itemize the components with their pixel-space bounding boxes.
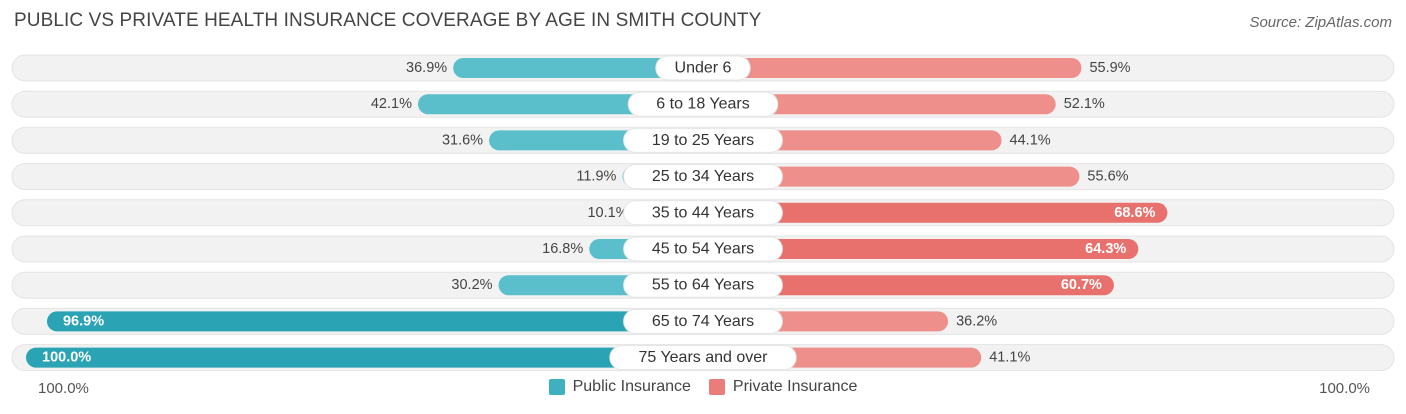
axis-left-max-label: 100.0% <box>38 380 89 397</box>
value-label-public: 11.9% <box>576 169 616 185</box>
value-label-public: 30.2% <box>451 277 492 293</box>
bar-public <box>453 58 703 78</box>
value-label-private: 52.1% <box>1064 96 1105 112</box>
category-label: 45 to 54 Years <box>652 241 754 258</box>
value-label-private: 55.9% <box>1089 60 1130 76</box>
category-pill <box>623 236 783 262</box>
chart-legend: Public Insurance Private Insurance <box>0 378 1406 396</box>
category-pill <box>623 127 783 153</box>
category-pill <box>609 345 797 371</box>
value-label-private: 68.6% <box>1114 205 1155 221</box>
value-label-public: 36.9% <box>406 60 447 76</box>
category-pill <box>623 272 783 298</box>
value-label-private: 64.3% <box>1085 241 1126 257</box>
category-label: 55 to 64 Years <box>652 277 754 294</box>
legend-label-public: Public Insurance <box>572 378 691 395</box>
category-pill <box>623 164 783 190</box>
value-label-private: 60.7% <box>1061 277 1102 293</box>
value-label-private: 44.1% <box>1010 132 1051 148</box>
bar-private <box>703 239 1139 259</box>
category-label: 6 to 18 Years <box>656 96 749 113</box>
value-label-public: 42.1% <box>371 96 412 112</box>
bar-private <box>703 166 1080 187</box>
legend-item-public[interactable]: Public Insurance <box>548 378 691 396</box>
category-pill <box>655 55 751 81</box>
legend-item-private[interactable]: Private Insurance <box>708 378 858 396</box>
value-label-private: 36.2% <box>956 313 997 329</box>
category-label: 19 to 25 Years <box>652 132 754 149</box>
category-pill <box>623 200 783 226</box>
value-label-public: 31.6% <box>442 132 483 148</box>
category-label: Under 6 <box>675 60 732 77</box>
value-label-private: 41.1% <box>989 350 1030 366</box>
bar-private <box>703 94 1056 115</box>
bar-private <box>703 275 1114 296</box>
source-label: Source: ZipAtlas.com <box>1249 14 1392 31</box>
bar-private <box>703 58 1082 78</box>
legend-swatch-private <box>708 379 725 395</box>
category-pill <box>623 308 783 334</box>
value-label-public: 96.9% <box>63 313 104 329</box>
category-label: 75 Years and over <box>639 349 769 366</box>
category-label: 25 to 34 Years <box>652 168 754 185</box>
value-label-public: 100.0% <box>42 350 91 366</box>
category-label: 35 to 44 Years <box>652 204 754 221</box>
value-label-public: 16.8% <box>542 241 583 257</box>
value-label-private: 55.6% <box>1087 169 1128 185</box>
bar-public <box>46 311 703 332</box>
bar-public <box>26 347 703 368</box>
category-label: 65 to 74 Years <box>652 313 754 330</box>
bar-private <box>703 202 1168 223</box>
value-label-public: 10.1% <box>587 205 628 221</box>
legend-label-private: Private Insurance <box>732 378 858 395</box>
axis-right-max-label: 100.0% <box>1319 380 1370 397</box>
legend-swatch-public <box>548 379 565 395</box>
category-pill <box>627 91 779 117</box>
chart-title: PUBLIC VS PRIVATE HEALTH INSURANCE COVER… <box>14 10 762 31</box>
